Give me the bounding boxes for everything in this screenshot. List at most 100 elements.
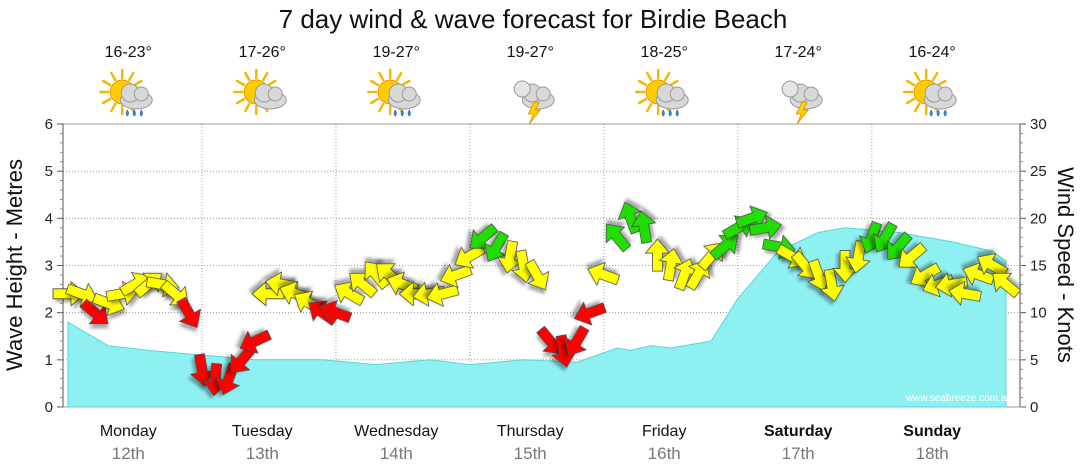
wind-arrow-shape	[319, 299, 353, 324]
wind-arrow	[605, 223, 632, 253]
day-name-label: Sunday	[903, 423, 961, 440]
sun-ray	[235, 79, 246, 87]
day-date-label: 18th	[916, 444, 949, 463]
sun-ray	[101, 97, 112, 105]
wind-arrow	[587, 261, 621, 287]
wind-arrow	[845, 239, 871, 274]
sun-ray	[235, 97, 246, 105]
wind-arrow-shape	[176, 296, 202, 328]
wind-arrow	[630, 210, 657, 244]
sun-ray	[369, 97, 380, 105]
wind-arrow-shape	[239, 329, 272, 354]
wind-speed-axis: 0 5 10 15 20 25 30	[1019, 116, 1047, 416]
wind-arrow-shape	[605, 223, 632, 253]
wind-arrow-shape	[845, 239, 871, 274]
day-name-label: Saturday	[764, 423, 833, 440]
rain-drop	[125, 109, 129, 117]
wind-tick-label: 25	[1030, 163, 1047, 180]
wind-arrow-shape	[189, 353, 216, 387]
wind-arrow-shape	[496, 239, 523, 274]
wind-arrow-shape	[962, 261, 996, 287]
wave-height-area	[67, 227, 1007, 408]
sun-ray	[645, 102, 653, 113]
cloud-puff	[937, 86, 953, 102]
wind-arrow	[484, 230, 510, 262]
rain-drop	[929, 109, 933, 117]
wind-arrow	[319, 299, 353, 324]
weather-row: 16-23° 17-26° 19-27° 19-27° 18-25° 17-24° 16-2…	[99, 44, 957, 125]
wave-tick-label: 1	[45, 352, 53, 369]
wind-arrow	[992, 272, 1022, 299]
cloud-puff	[401, 86, 417, 102]
wind-arrow	[898, 242, 928, 268]
wave-tick-label: 2	[45, 305, 53, 322]
day-date-label: 12th	[112, 444, 145, 463]
wind-arrow-shape	[948, 280, 982, 307]
wind-arrow-shape	[658, 248, 685, 282]
sun-ray	[110, 71, 117, 82]
sun-ray	[637, 79, 648, 87]
wind-arrow	[524, 258, 550, 291]
wind-arrow-shape	[977, 253, 1009, 278]
cloud-puff	[133, 86, 149, 102]
wind-arrow-shape	[524, 258, 550, 291]
wind-arrow-shape	[819, 268, 845, 302]
wind-arrow	[573, 301, 607, 326]
sun-ray	[913, 102, 921, 113]
day-name-label: Monday	[100, 423, 157, 440]
rain-drop	[400, 109, 404, 117]
day-name-label: Tuesday	[232, 423, 293, 440]
lightning-bolt	[795, 101, 810, 125]
cloud-puff	[781, 80, 799, 98]
chart-title: 7 day wind & wave forecast for Birdie Be…	[279, 4, 788, 34]
rain-drop	[943, 109, 947, 117]
wind-arrow	[709, 235, 738, 261]
day-date-label: 15th	[514, 444, 547, 463]
rain-drop	[132, 109, 136, 117]
wind-arrow-shape	[334, 281, 366, 307]
day-date-label: 13th	[246, 444, 279, 463]
sun-cloud-icon	[233, 68, 287, 116]
wind-arrow-shape	[910, 262, 942, 288]
storm-icon	[513, 80, 555, 125]
wind-arrow	[176, 296, 202, 328]
sun-ray	[937, 79, 947, 87]
wave-tick-label: 4	[45, 210, 53, 227]
rain-drop	[661, 109, 665, 117]
sun-cloud-rain-icon	[367, 68, 421, 117]
wind-arrow	[948, 280, 982, 307]
wind-arrow-shape	[644, 238, 671, 272]
wind-arrow-shape	[898, 242, 928, 268]
rain-drop	[936, 109, 940, 117]
wind-tick-label: 0	[1030, 399, 1038, 416]
sun-ray	[101, 79, 112, 87]
sun-cloud-rain-icon	[99, 68, 153, 117]
wind-arrow-shape	[630, 210, 657, 244]
day-name-label: Friday	[642, 423, 686, 440]
rain-drop	[675, 109, 679, 117]
wind-arrow-shape	[992, 272, 1022, 299]
sun-ray	[401, 79, 411, 87]
wind-arrow-shape	[564, 324, 590, 357]
wind-arrow-shape	[832, 250, 858, 284]
wind-arrow	[734, 205, 768, 230]
sun-ray	[913, 71, 921, 82]
sun-ray	[133, 79, 143, 87]
wave-height-axis: 0 1 2 3 4 5 6	[45, 116, 64, 416]
wind-arrow-shape	[364, 261, 391, 291]
wave-axis-title: Wave Height - Metres	[2, 159, 27, 371]
sun-ray	[396, 71, 403, 82]
wind-arrow-shape	[734, 205, 768, 230]
sun-ray	[637, 97, 648, 105]
sun-ray	[905, 79, 916, 87]
cloud-puff	[669, 86, 685, 102]
cloud-puff	[803, 86, 819, 102]
cloud-puff	[535, 86, 551, 102]
sun-ray	[110, 102, 117, 113]
wind-tick-label: 10	[1030, 305, 1047, 322]
temperature-label: 18-25°	[641, 44, 688, 61]
sun-ray	[663, 71, 671, 82]
cloud-puff	[513, 80, 531, 98]
wind-arrow-shape	[79, 298, 109, 325]
